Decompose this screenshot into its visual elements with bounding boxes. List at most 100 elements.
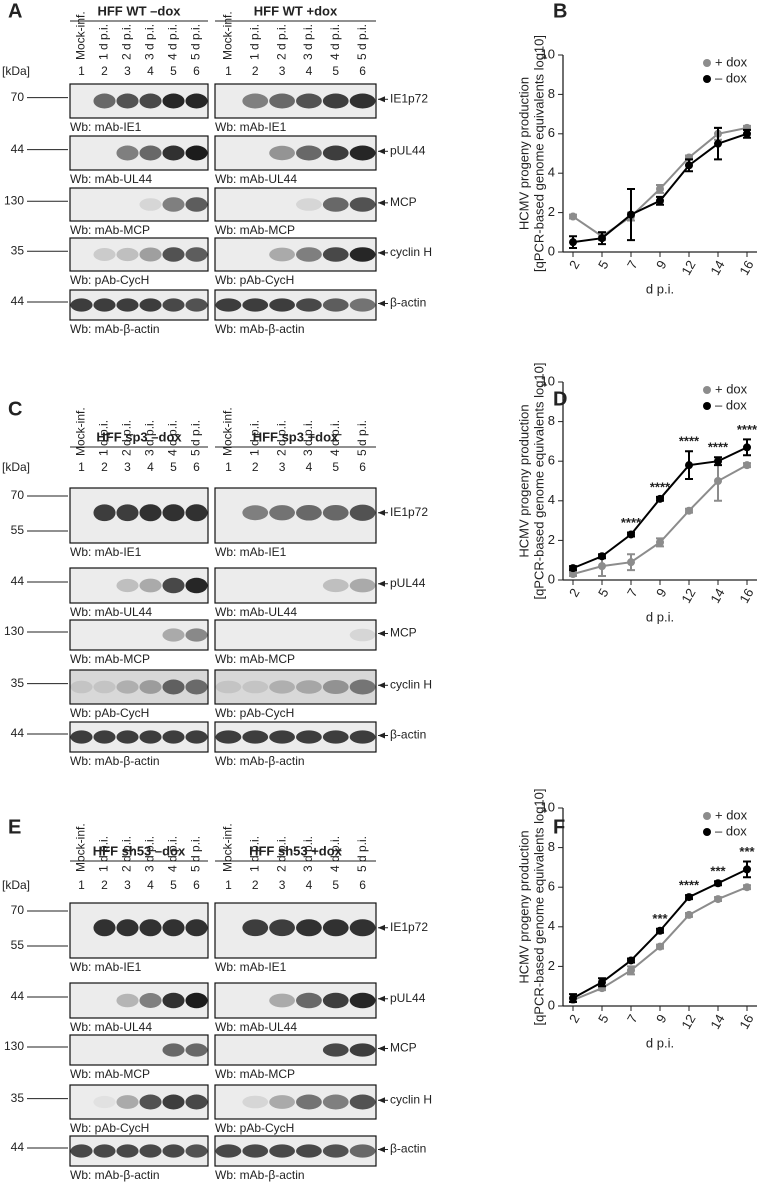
blot-box [214, 669, 377, 705]
band [185, 1144, 208, 1158]
kda-marker: 44 [11, 1140, 25, 1154]
lane-label: 2 d p.i. [120, 836, 134, 872]
lane-number: 4 [306, 878, 313, 892]
data-point [743, 883, 751, 892]
band [296, 504, 322, 521]
lane-label: 4 d p.i. [328, 836, 342, 872]
blot-box [69, 721, 209, 753]
antibody-label: Wb: mAb-IE1 [70, 545, 142, 559]
band [322, 679, 349, 695]
band [93, 504, 116, 522]
lane-number: 6 [359, 64, 366, 78]
lane-label: 3 d p.i. [301, 836, 315, 872]
lane-number: 3 [124, 460, 131, 474]
lane-label: 1 d p.i. [247, 420, 261, 456]
band [139, 680, 162, 694]
band [139, 1094, 162, 1110]
y-tick-label: 8 [548, 86, 555, 101]
band [93, 730, 116, 744]
band [269, 93, 295, 109]
band [215, 298, 242, 312]
lane-number: 3 [124, 64, 131, 78]
data-point [685, 506, 693, 515]
band [116, 298, 139, 312]
data-point [743, 129, 751, 138]
y-tick-label: 6 [548, 125, 555, 140]
band [242, 93, 269, 109]
lane-number: 1 [225, 878, 232, 892]
lane-number: 1 [78, 460, 85, 474]
antibody-label: Wb: mAb-β-actin [215, 322, 305, 336]
x-tick-label: 12 [678, 258, 698, 278]
band [139, 578, 162, 593]
band [349, 247, 376, 262]
kda-marker: 130 [4, 624, 24, 638]
kda-marker: 130 [4, 193, 24, 207]
band [296, 1144, 322, 1158]
blot-box [69, 289, 209, 321]
x-tick-label: 14 [707, 586, 727, 606]
significance: *** [710, 864, 726, 879]
lane-label: 3 d p.i. [301, 24, 315, 60]
band [185, 247, 208, 262]
antibody-label: Wb: mAb-β-actin [70, 322, 160, 336]
kda-marker: 70 [11, 488, 25, 502]
y-axis-label: HCMV progeny production [516, 830, 531, 983]
lane-label: Mock-inf. [221, 823, 235, 872]
blot-box [214, 237, 377, 272]
significance: **** [708, 440, 729, 455]
x-tick-label: 2 [566, 1012, 583, 1026]
data-point [743, 443, 751, 452]
band [162, 504, 185, 522]
band [349, 197, 376, 212]
lane-label: 4 d p.i. [166, 24, 180, 60]
band [296, 145, 322, 161]
panel-letter: B [553, 0, 567, 22]
band [162, 577, 185, 594]
lane-number: 5 [332, 64, 339, 78]
band [185, 1094, 208, 1110]
band [185, 679, 208, 695]
y-axis-label: [qPCR-based genome equivalents log10] [531, 35, 546, 272]
lane-number: 4 [147, 64, 154, 78]
band [349, 504, 376, 521]
lane-number: 2 [252, 64, 259, 78]
band [242, 730, 269, 744]
kda-marker: 35 [11, 1091, 25, 1105]
band [93, 298, 116, 312]
data-point [569, 238, 577, 247]
band [93, 1095, 116, 1109]
band [349, 992, 376, 1009]
band [242, 1095, 269, 1109]
band [93, 919, 116, 937]
lane-number: 5 [170, 878, 177, 892]
data-point [714, 477, 722, 485]
lane-number: 3 [279, 878, 286, 892]
x-tick-label: 7 [624, 1012, 641, 1026]
blot-box [214, 902, 377, 959]
legend-label: – dox [715, 823, 747, 838]
group-title: HFF sp3 +dox [253, 429, 339, 444]
band [349, 1144, 376, 1158]
significance: **** [621, 515, 642, 530]
lane-number: 2 [252, 460, 259, 474]
target-label: cyclin H [390, 677, 432, 691]
group-title: HFF WT +dox [254, 3, 338, 18]
band [185, 93, 208, 109]
band [162, 298, 185, 312]
kda-marker: 44 [11, 142, 25, 156]
band [322, 919, 349, 937]
band [242, 1144, 269, 1158]
kda-marker: 44 [11, 574, 25, 588]
data-point [743, 461, 751, 470]
blot-box [69, 1135, 209, 1167]
band [116, 504, 139, 522]
y-tick-label: 0 [548, 243, 555, 258]
y-tick-label: 2 [548, 958, 555, 973]
band [93, 680, 116, 694]
lane-number: 6 [193, 878, 200, 892]
band [116, 1144, 139, 1158]
band [185, 730, 208, 744]
band [322, 1043, 349, 1057]
